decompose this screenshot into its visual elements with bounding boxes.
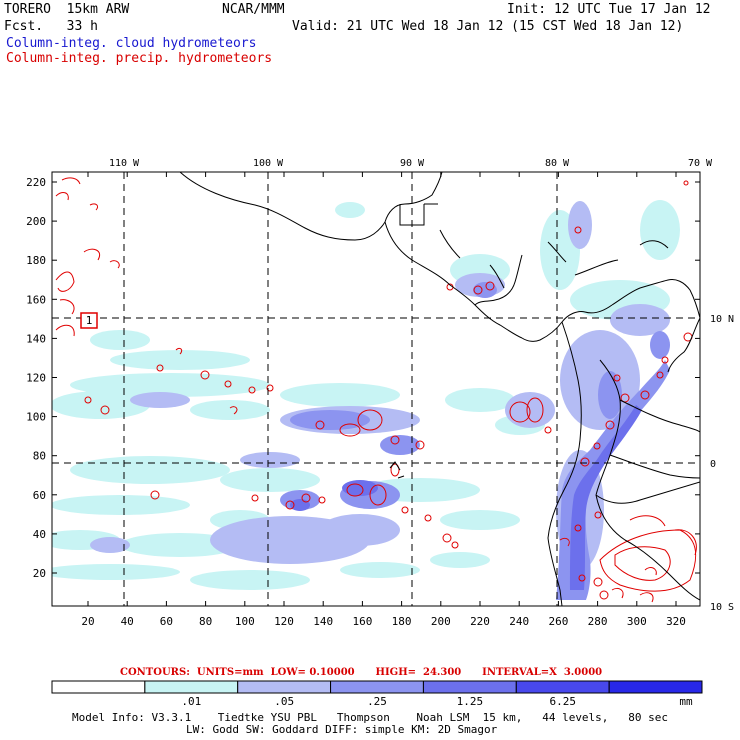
lat-label: 0: [710, 459, 716, 470]
y-tick-label: 100: [26, 411, 46, 424]
svg-text:1: 1: [86, 314, 93, 327]
colorbar-box: [237, 680, 332, 694]
y-axis-ticks: 20 40 60 80 100 120 140 160 180 200 220: [26, 176, 700, 580]
colorbar-unit: mm: [679, 695, 693, 708]
x-tick-label: 280: [588, 615, 608, 628]
y-tick-label: 60: [33, 489, 46, 502]
lon-label: 90 W: [400, 158, 425, 169]
header-org: NCAR/MMM: [222, 2, 285, 17]
y-tick-label: 120: [26, 372, 46, 385]
cloud-shading-darkest: [290, 405, 642, 590]
lon-label: 70 W: [688, 158, 713, 169]
y-tick-label: 80: [33, 450, 46, 463]
x-tick-label: 160: [352, 615, 372, 628]
x-tick-label: 320: [666, 615, 686, 628]
y-tick-label: 200: [26, 215, 46, 228]
y-tick-label: 140: [26, 332, 46, 345]
latitude-labels: 10 N 0 10 S: [710, 314, 734, 613]
colorbar-box: [330, 680, 424, 694]
header-model: TORERO 15km ARW: [4, 2, 130, 17]
y-tick-label: 180: [26, 254, 46, 267]
field-label-precip: Column-integ. precip. hydrometeors: [6, 51, 273, 66]
colorbar-label: .05: [274, 695, 294, 708]
colorbar-box: [51, 680, 146, 694]
lat-label: 10 S: [710, 602, 734, 613]
lon-label: 80 W: [545, 158, 570, 169]
colorbar-label: 1.25: [457, 695, 484, 708]
lon-label: 100 W: [253, 158, 284, 169]
x-tick-label: 220: [470, 615, 490, 628]
field-label-cloud: Column-integ. cloud hydrometeors: [6, 36, 257, 51]
colorbar-box: [515, 680, 610, 694]
latlon-grid: [52, 172, 700, 606]
x-tick-label: 60: [160, 615, 173, 628]
colorbar-label: .01: [181, 695, 201, 708]
x-axis-ticks: 20 40 60 80 100 120 140 160 180 200 220 240 260 280 30…: [81, 172, 686, 628]
colorbar-label: .25: [367, 695, 387, 708]
x-tick-label: 240: [509, 615, 529, 628]
header-forecast: Fcst. 33 h: [4, 19, 98, 34]
header-init: Init: 12 UTC Tue 17 Jan 12: [507, 2, 711, 17]
x-tick-label: 200: [431, 615, 451, 628]
map-frame: [51, 171, 701, 607]
colorbar-box: [144, 680, 239, 694]
x-tick-label: 140: [313, 615, 333, 628]
y-tick-label: 20: [33, 567, 46, 580]
x-tick-label: 260: [548, 615, 568, 628]
header-valid: Valid: 21 UTC Wed 18 Jan 12 (15 CST Wed …: [292, 19, 684, 34]
cloud-shading-light: [52, 200, 680, 590]
x-tick-label: 100: [235, 615, 255, 628]
colorbar-box: [422, 680, 517, 694]
footer-physics: LW: Godd SW: Goddard DIFF: simple KM: 2D…: [186, 723, 498, 736]
station-marker: 1: [80, 312, 98, 329]
x-tick-label: 40: [121, 615, 134, 628]
x-tick-label: 80: [199, 615, 212, 628]
footer-model-info: Model Info: V3.3.1 Tiedtke YSU PBL Thomp…: [72, 711, 669, 724]
x-tick-label: 300: [627, 615, 647, 628]
precip-contours: [55, 177, 697, 603]
colorbar: .01 .05 .25 1.25 6.25 mm: [51, 680, 703, 708]
y-tick-label: 40: [33, 528, 46, 541]
y-tick-label: 220: [26, 176, 46, 189]
x-tick-label: 120: [274, 615, 294, 628]
longitude-labels: 110 W 100 W 90 W 80 W 70 W: [109, 158, 713, 169]
colorbar-labels: .01 .05 .25 1.25 6.25 mm: [181, 695, 693, 708]
x-tick-label: 20: [81, 615, 94, 628]
lon-label: 110 W: [109, 158, 140, 169]
y-tick-label: 160: [26, 293, 46, 306]
contours-info: CONTOURS: UNITS=mm LOW= 0.10000 HIGH= 24…: [120, 667, 603, 678]
colorbar-label: 6.25: [549, 695, 576, 708]
colorbar-box: [608, 680, 703, 694]
x-tick-label: 180: [392, 615, 412, 628]
lat-label: 10 N: [710, 314, 734, 325]
coastlines: [179, 172, 700, 606]
colorbar-boxes: [51, 680, 703, 694]
